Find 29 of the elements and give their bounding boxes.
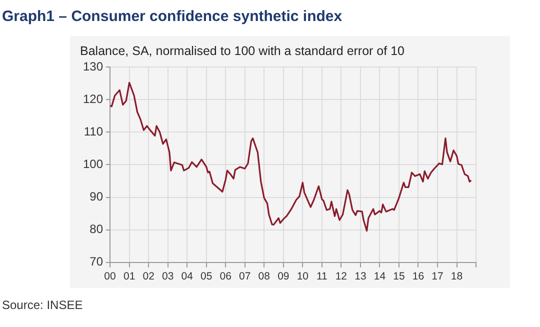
- x-tick-label: 14: [374, 270, 386, 283]
- x-tick-label: 07: [239, 270, 251, 283]
- y-tick-label: 110: [84, 124, 104, 138]
- y-tick-label: 130: [82, 59, 104, 74]
- y-tick-label: 80: [90, 222, 104, 236]
- y-tick-label: 100: [82, 157, 104, 172]
- x-tick-label: 10: [296, 270, 309, 283]
- x-tick-label: 18: [450, 270, 463, 283]
- x-tick-label: 05: [200, 270, 212, 283]
- y-tick-label: 120: [82, 92, 104, 106]
- x-tick-label: 01: [123, 270, 136, 283]
- x-tick-label: 06: [220, 270, 232, 283]
- x-tick-label: 02: [142, 270, 155, 283]
- x-tick-label: 09: [278, 270, 290, 283]
- x-tick-label: 12: [335, 270, 348, 283]
- x-tick-label: 04: [181, 270, 194, 283]
- chart-title: Graph1 – Consumer confidence synthetic index: [2, 8, 342, 25]
- x-tick-label: 11: [316, 270, 328, 283]
- x-tick-label: 17: [432, 270, 444, 283]
- y-tick-label: 70: [90, 254, 104, 269]
- chart-subtitle: Balance, SA, normalised to 100 with a standard error of 10: [80, 44, 405, 58]
- x-tick-label: 03: [162, 270, 174, 283]
- x-tick-label: 15: [393, 270, 405, 283]
- x-tick-label: 08: [258, 270, 270, 283]
- x-tick-label: 16: [412, 270, 424, 283]
- x-tick-label: 00: [104, 270, 116, 283]
- source-note: Source: INSEE: [2, 298, 83, 312]
- y-tick-label: 90: [90, 190, 104, 204]
- x-tick-label: 13: [354, 270, 366, 283]
